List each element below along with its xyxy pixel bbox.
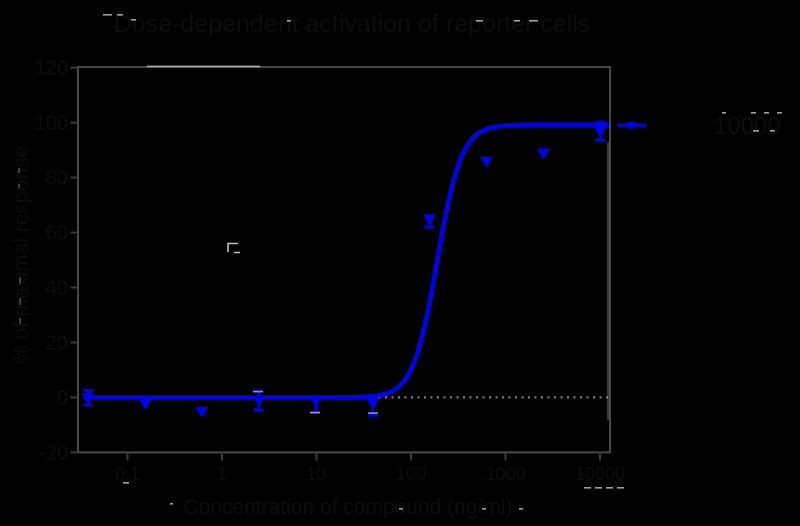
y-tick-label: 80 bbox=[46, 168, 68, 190]
white-fragment bbox=[519, 508, 523, 510]
y-tick-label: 100 bbox=[35, 113, 68, 135]
white-fragment bbox=[131, 19, 136, 21]
white-fragment bbox=[617, 487, 624, 489]
data-point-marker bbox=[536, 148, 550, 160]
chart-title: Dose-dependent activation of reporter ce… bbox=[114, 10, 591, 38]
white-fragment bbox=[19, 298, 21, 305]
sigmoid-fit-curve bbox=[82, 122, 610, 400]
white-fragment bbox=[123, 482, 129, 484]
white-fragment bbox=[18, 168, 20, 173]
white-fragment bbox=[751, 112, 756, 114]
data-point-marker bbox=[138, 398, 152, 410]
x-tick-label: 1000 bbox=[485, 464, 525, 484]
y-tick-label: 120 bbox=[35, 58, 68, 80]
y-tick-label: 0 bbox=[57, 387, 68, 409]
axis-ticks bbox=[70, 66, 601, 461]
white-fragment bbox=[482, 508, 486, 510]
white-fragment bbox=[514, 20, 520, 22]
x-tick-label: 100 bbox=[396, 464, 426, 484]
data-point-marker bbox=[422, 214, 436, 226]
white-fragment bbox=[19, 318, 21, 324]
white-fragment bbox=[170, 503, 173, 505]
white-fragment bbox=[19, 277, 21, 284]
x-tick-label: 1 bbox=[217, 464, 227, 484]
fit-curve-path bbox=[82, 122, 610, 400]
white-fragment bbox=[399, 508, 403, 510]
data-series-points bbox=[81, 120, 607, 418]
data-point-marker bbox=[195, 406, 209, 418]
legend-label: 10000 bbox=[714, 113, 781, 140]
white-fragment bbox=[764, 112, 769, 114]
white-fragment bbox=[147, 65, 260, 68]
white-fragment bbox=[529, 20, 538, 22]
y-tick-label: 40 bbox=[46, 278, 68, 300]
white-fragment bbox=[777, 112, 782, 114]
bracket-fragment bbox=[227, 242, 240, 254]
white-fragment bbox=[117, 14, 123, 16]
antialias-artifacts bbox=[18, 14, 782, 510]
white-fragment bbox=[607, 142, 609, 420]
legend-triangle-marker-icon bbox=[626, 122, 637, 130]
x-tick-label: 10 bbox=[306, 464, 326, 484]
data-point-marker bbox=[309, 395, 323, 407]
legend: 10000 bbox=[617, 113, 781, 140]
data-point-marker bbox=[593, 126, 607, 138]
white-fragment bbox=[722, 112, 726, 114]
pale-cap-fragment bbox=[310, 411, 320, 414]
x-tick-label: 0.1 bbox=[115, 464, 140, 484]
white-fragment bbox=[18, 184, 20, 188]
white-fragment bbox=[103, 14, 112, 16]
pale-cap-fragment bbox=[368, 412, 378, 414]
data-point-marker bbox=[479, 156, 493, 168]
x-axis-label: Concentration of compound (ng/ml) bbox=[183, 496, 512, 519]
y-tick-label: -20 bbox=[39, 442, 68, 464]
y-axis-label: % of maximal response bbox=[10, 146, 33, 364]
white-fragment bbox=[287, 20, 291, 22]
y-tick-label: 20 bbox=[46, 332, 68, 354]
data-point-marker bbox=[252, 395, 266, 407]
pale-cap-fragment bbox=[253, 390, 263, 393]
y-tick-label: 60 bbox=[46, 223, 68, 245]
data-point-marker bbox=[365, 398, 379, 410]
white-fragment bbox=[606, 487, 613, 489]
white-fragment bbox=[595, 487, 602, 489]
white-fragment bbox=[770, 130, 775, 132]
x-tick-label: 10000 bbox=[575, 464, 625, 484]
white-fragment bbox=[584, 487, 591, 489]
white-fragment bbox=[476, 20, 483, 22]
white-fragment bbox=[753, 130, 759, 132]
data-point-marker bbox=[81, 392, 95, 404]
axis-tick-labels: 120 100 80 60 40 20 0 -20 0.1 1 10 100 1000 10000 bbox=[35, 58, 625, 484]
